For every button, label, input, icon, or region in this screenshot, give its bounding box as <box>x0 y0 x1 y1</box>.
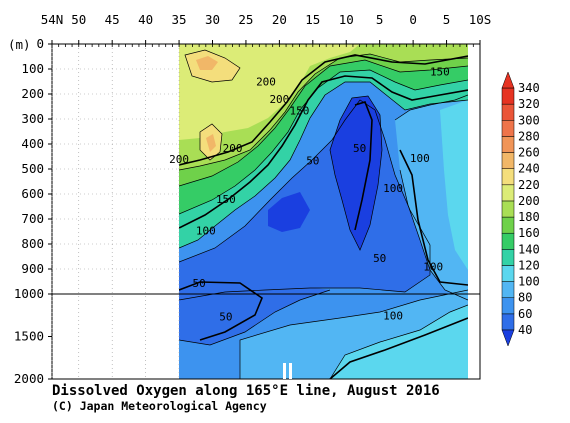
y-tick-label: 300 <box>21 111 44 126</box>
y-tick-label: 1500 <box>14 329 44 344</box>
om-core-40b <box>268 192 310 232</box>
colorbar-label: 340 <box>518 81 540 95</box>
colorbar-label: 320 <box>518 97 540 111</box>
x-tick-label: 20 <box>272 12 287 27</box>
colorbar-segment <box>501 216 515 234</box>
om-core-40 <box>330 96 382 250</box>
contour-label: 150 <box>290 104 310 117</box>
colorbar-label: 300 <box>518 113 540 127</box>
x-tick-label: 45 <box>105 12 120 27</box>
bold-contour-lines <box>179 54 468 379</box>
x-tick-label: 35 <box>172 12 187 27</box>
y-tick-label: 1000 <box>14 286 44 301</box>
contour-label: 200 <box>269 93 289 106</box>
x-axis-tick-labels: 54N 50 45 40 35 30 25 20 15 10 5 0 5 10S <box>41 12 492 27</box>
colorbar-segment <box>501 152 515 169</box>
y-tick-label: 800 <box>21 236 44 251</box>
x-tick-label: 25 <box>238 12 253 27</box>
contour-label: 100 <box>383 309 403 322</box>
colorbar-label: 60 <box>518 307 532 321</box>
colorbar-label: 220 <box>518 178 540 192</box>
contour-label: 100 <box>383 182 403 195</box>
y-tick-label: 500 <box>21 161 44 176</box>
colorbar-low-triangle <box>501 329 515 347</box>
y-tick-label: 600 <box>21 186 44 201</box>
colorbar-label: 120 <box>518 258 540 272</box>
contour-label: 200 <box>169 153 189 166</box>
colorbar-segment <box>501 168 515 186</box>
equatorial-band-110 <box>440 100 468 270</box>
colorbar-label: 200 <box>518 194 540 208</box>
y-unit-label: (m) <box>8 37 31 52</box>
colorbar-segment <box>501 249 515 266</box>
colorbar-label: 180 <box>518 210 540 224</box>
x-tick-label: 0 <box>409 12 417 27</box>
x-tick-label: 5 <box>443 12 451 27</box>
contour-label: 50 <box>306 154 319 167</box>
oxygen-field <box>179 44 468 379</box>
contour-label: 100 <box>410 152 430 165</box>
axis-ticks <box>48 40 481 380</box>
colorbar-segment <box>501 136 515 153</box>
colorbar-segment <box>501 232 515 250</box>
contour-label: 200 <box>256 76 276 89</box>
credit-line: (C) Japan Meteorological Agency <box>52 399 267 413</box>
colorbar-segment <box>501 200 515 218</box>
colorbar-label: 100 <box>518 275 540 289</box>
contour-label: 50 <box>193 277 206 290</box>
station-marker <box>289 363 292 379</box>
colorbar-segment <box>501 313 515 331</box>
contour-label: 150 <box>430 66 450 79</box>
contour-label: 50 <box>353 142 366 155</box>
station-marker <box>283 363 286 379</box>
x-tick-label: 10 <box>339 12 354 27</box>
y-tick-label: 2000 <box>14 371 44 386</box>
colorbar-segment <box>501 297 515 315</box>
colorbar-segment <box>501 87 515 105</box>
y-tick-label: 400 <box>21 136 44 151</box>
gridlines <box>51 44 180 379</box>
colorbar-label: 80 <box>518 291 532 305</box>
x-tick-label: 15 <box>305 12 320 27</box>
colorbar: 40 60 80 100 120 140 160 180 200 220 240 260 280 300 3… <box>501 71 540 347</box>
x-tick-label: 40 <box>138 12 153 27</box>
colorbar-segment <box>501 265 515 282</box>
colorbar-segment <box>501 281 515 298</box>
colorbar-label: 280 <box>518 129 540 143</box>
x-tick-label: 54N <box>41 12 64 27</box>
x-tick-label: 10S <box>469 12 492 27</box>
x-tick-label: 50 <box>71 12 86 27</box>
colorbar-label: 240 <box>518 162 540 176</box>
chart-title: Dissolved Oxygen along 165°E line, Augus… <box>52 383 440 399</box>
y-tick-label: 700 <box>21 211 44 226</box>
contour-label: 50 <box>373 252 386 265</box>
colorbar-label: 260 <box>518 146 540 160</box>
colorbar-label: 140 <box>518 242 540 256</box>
y-tick-label: 900 <box>21 261 44 276</box>
contour-label: 200 <box>223 142 243 155</box>
x-tick-label: 30 <box>205 12 220 27</box>
contour-label: 50 <box>219 311 232 324</box>
upper-250 <box>196 56 218 70</box>
deep-water-90 <box>330 305 468 379</box>
y-tick-label: 100 <box>21 61 44 76</box>
y-tick-label: 200 <box>21 86 44 101</box>
colorbar-label: 40 <box>518 323 532 337</box>
upper-250b <box>206 134 216 152</box>
contour-label: 100 <box>423 261 443 274</box>
x-tick-label: 5 <box>376 12 384 27</box>
colorbar-segment <box>501 103 515 121</box>
contour-label: 150 <box>216 193 236 206</box>
colorbar-segment <box>501 184 515 202</box>
colorbar-high-triangle <box>501 71 515 89</box>
colorbar-segment <box>501 120 515 137</box>
y-tick-label: 0 <box>36 36 44 51</box>
contour-label: 100 <box>196 224 216 237</box>
y-axis-tick-labels: 100 200 300 400 500 600 700 800 900 1000 1500 2000 0 <box>14 36 44 386</box>
colorbar-label: 160 <box>518 226 540 240</box>
